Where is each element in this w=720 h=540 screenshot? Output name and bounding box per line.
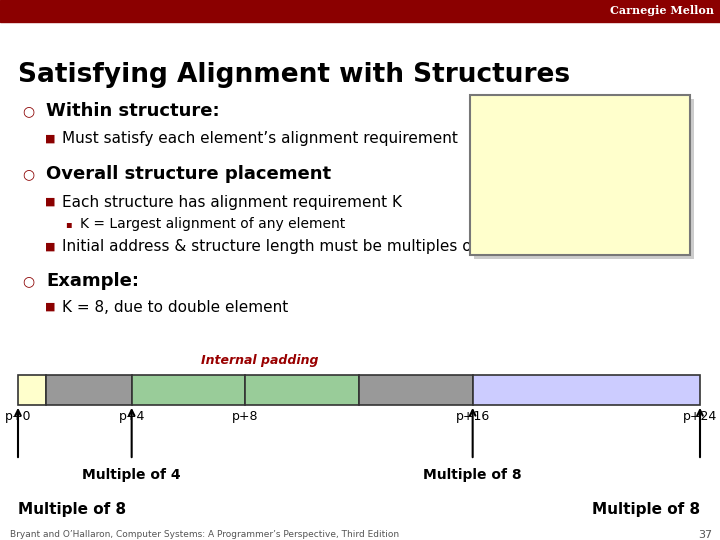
Text: Initial address & structure length must be multiples of K: Initial address & structure length must …: [62, 240, 492, 254]
Bar: [472, 375, 700, 405]
Text: Within structure:: Within structure:: [46, 102, 220, 120]
Text: p+16: p+16: [456, 410, 490, 423]
Text: ■: ■: [45, 302, 55, 312]
Text: Must satisfy each element’s alignment requirement: Must satisfy each element’s alignment re…: [62, 132, 458, 146]
Bar: [18, 375, 46, 405]
Text: Each structure has alignment requirement K: Each structure has alignment requirement…: [62, 194, 402, 210]
Text: } *p;: } *p;: [478, 224, 520, 238]
Text: int i[2];: int i[2];: [478, 165, 570, 179]
Text: 4 bytes: 4 bytes: [390, 383, 442, 396]
Text: Bryant and O’Hallaron, Computer Systems: A Programmer’s Perspective, Third Editi: Bryant and O’Hallaron, Computer Systems:…: [10, 530, 399, 539]
Text: Satisfying Alignment with Structures: Satisfying Alignment with Structures: [18, 62, 570, 88]
Text: i[1]: i[1]: [287, 383, 318, 396]
Text: Multiple of 4: Multiple of 4: [82, 468, 181, 482]
Text: Multiple of 8: Multiple of 8: [592, 502, 700, 517]
Text: i[0]: i[0]: [174, 383, 204, 396]
Text: 3 bytes: 3 bytes: [63, 383, 115, 396]
Text: K = Largest alignment of any element: K = Largest alignment of any element: [80, 217, 346, 231]
Text: v: v: [582, 383, 590, 396]
Bar: [132, 375, 246, 405]
Text: Multiple of 8: Multiple of 8: [423, 468, 522, 482]
Text: double v;: double v;: [478, 194, 570, 208]
Text: Multiple of 8: Multiple of 8: [18, 502, 126, 517]
Bar: [0, 0, 720, 22]
Text: ○: ○: [22, 167, 34, 181]
Text: p+0: p+0: [5, 410, 31, 423]
Text: struct S1 {: struct S1 {: [478, 107, 570, 121]
Bar: [46, 375, 132, 405]
Text: p+24: p+24: [683, 410, 717, 423]
Bar: [470, 95, 690, 255]
Text: ■: ■: [45, 134, 55, 144]
Text: ○: ○: [22, 274, 34, 288]
Text: p+8: p+8: [232, 410, 258, 423]
Text: ▪: ▪: [65, 219, 71, 229]
Text: Overall structure placement: Overall structure placement: [46, 165, 331, 183]
Text: Carnegie Mellon: Carnegie Mellon: [610, 5, 714, 17]
Text: ○: ○: [22, 104, 34, 118]
Text: p+4: p+4: [119, 410, 145, 423]
Text: char c;: char c;: [478, 136, 554, 150]
Text: Example:: Example:: [46, 272, 139, 290]
Text: K = 8, due to double element: K = 8, due to double element: [62, 300, 288, 314]
Bar: [246, 375, 359, 405]
Text: Internal padding: Internal padding: [201, 354, 318, 367]
Bar: [474, 99, 694, 259]
Bar: [359, 375, 472, 405]
Text: ■: ■: [45, 197, 55, 207]
Text: 37: 37: [698, 530, 712, 540]
Text: ■: ■: [45, 242, 55, 252]
Text: c: c: [29, 383, 36, 396]
